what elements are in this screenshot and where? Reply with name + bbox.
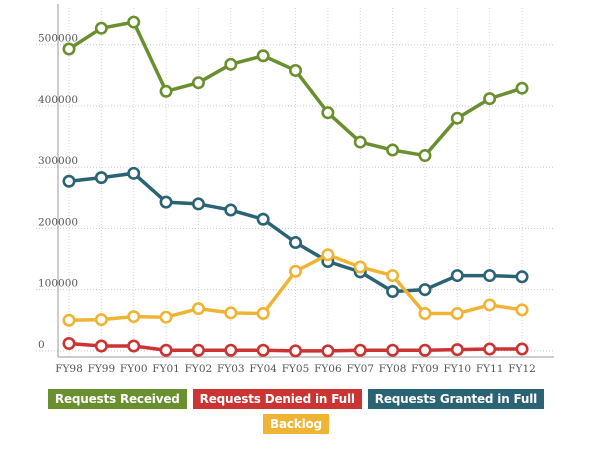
data-point-backlog [418,307,432,321]
x-tick-label: FY10 [444,363,472,375]
data-point-requests-denied-in-full [191,343,205,357]
data-point-requests-granted-in-full [62,174,76,188]
data-point-requests-received [418,149,432,163]
x-tick-label: FY02 [185,363,213,375]
x-tick-label: FY08 [379,363,407,375]
data-point-backlog [321,248,335,262]
x-tick-label: FY12 [508,363,536,375]
series-requests-received [62,15,529,163]
legend-item-requests-received[interactable]: Requests Received [47,389,187,409]
x-tick-label: FY03 [217,363,245,375]
data-point-requests-granted-in-full [94,171,108,185]
data-point-backlog [515,303,529,317]
data-point-requests-granted-in-full [386,284,400,298]
data-point-requests-granted-in-full [418,283,432,297]
data-point-backlog [191,302,205,316]
data-point-requests-received [94,21,108,35]
data-point-requests-denied-in-full [256,343,270,357]
legend: Requests Received Requests Denied in Ful… [0,389,592,439]
data-point-requests-denied-in-full [386,343,400,357]
data-point-requests-denied-in-full [224,343,238,357]
data-point-requests-received [321,106,335,120]
data-point-requests-received [256,49,270,63]
data-point-requests-received [127,15,141,29]
x-tick-label: FY05 [282,363,310,375]
legend-item-backlog[interactable]: Backlog [263,414,329,434]
data-point-requests-granted-in-full [127,166,141,180]
data-point-requests-received [289,63,303,77]
data-point-requests-granted-in-full [191,197,205,211]
data-point-requests-denied-in-full [127,339,141,353]
data-point-requests-granted-in-full [289,236,303,250]
data-point-backlog [62,313,76,327]
data-point-requests-denied-in-full [62,337,76,351]
series-lines [62,15,529,358]
data-point-requests-denied-in-full [353,343,367,357]
data-point-backlog [127,310,141,324]
data-point-requests-denied-in-full [515,342,529,356]
x-tick-label: FY07 [346,363,374,375]
data-point-requests-granted-in-full [224,203,238,217]
data-point-requests-received [224,57,238,71]
data-point-requests-denied-in-full [289,344,303,358]
legend-row-1: Requests Received Requests Denied in Ful… [0,389,592,409]
legend-row-2: Backlog [0,414,592,434]
x-tick-label: FY99 [88,363,116,375]
data-point-requests-received [159,84,173,98]
data-point-backlog [224,306,238,320]
data-point-requests-denied-in-full [483,342,497,356]
x-tick-label: FY11 [476,363,504,375]
data-point-requests-denied-in-full [159,343,173,357]
legend-item-requests-denied[interactable]: Requests Denied in Full [192,389,362,409]
data-point-requests-granted-in-full [256,212,270,226]
chart-area: 0 100000 200000 300000 400000 500000 FY98 FY99 F… [36,4,554,375]
data-point-backlog [353,260,367,274]
data-point-requests-received [191,76,205,90]
x-tick-label: FY00 [120,363,148,375]
data-point-backlog [289,264,303,278]
data-point-requests-received [450,111,464,125]
data-point-backlog [256,307,270,321]
data-point-requests-granted-in-full [450,269,464,283]
x-tick-label: FY98 [55,363,83,375]
data-point-backlog [483,298,497,312]
series-backlog [62,248,529,327]
legend-item-requests-granted[interactable]: Requests Granted in Full [367,389,545,409]
data-point-backlog [159,310,173,324]
x-tick-label: FY09 [411,363,439,375]
data-point-requests-denied-in-full [418,343,432,357]
data-point-requests-granted-in-full [159,195,173,209]
data-point-backlog [450,307,464,321]
data-point-requests-received [515,81,529,95]
data-point-requests-received [62,42,76,56]
data-point-requests-denied-in-full [321,344,335,358]
series-requests-granted-in-full [62,166,529,298]
x-tick-label: FY04 [249,363,277,375]
data-point-requests-denied-in-full [450,343,464,357]
grid-lines [36,8,554,357]
data-point-requests-received [353,135,367,149]
y-tick-label: 0 [38,339,45,351]
data-point-backlog [386,269,400,283]
x-tick-label: FY06 [314,363,342,375]
data-point-requests-granted-in-full [515,270,529,284]
data-point-requests-received [386,143,400,157]
series-requests-denied-in-full [62,337,529,358]
data-point-requests-granted-in-full [483,269,497,283]
x-tick-label: FY01 [152,363,180,375]
data-point-backlog [94,313,108,327]
data-point-requests-received [483,92,497,106]
data-point-requests-denied-in-full [94,339,108,353]
series-line-requests-received [68,20,523,158]
